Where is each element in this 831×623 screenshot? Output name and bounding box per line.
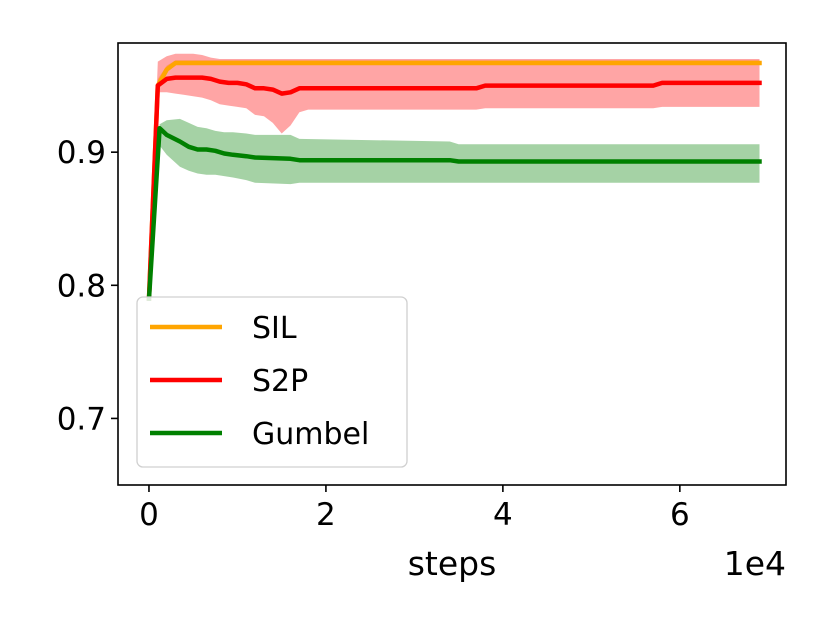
series-line-s2p: [146, 75, 762, 301]
legend-label-s2p: S2P: [252, 364, 308, 399]
x-axis: 0 2 4 6: [139, 485, 690, 533]
series-line-gumbel: [146, 125, 762, 301]
x-tick-label: 4: [493, 497, 513, 533]
legend: SIL S2P Gumbel: [136, 296, 408, 468]
y-tick-label: 0.7: [57, 401, 106, 437]
y-tick-label: 0.9: [57, 135, 106, 171]
y-axis: 0.7 0.8 0.9: [57, 135, 118, 437]
series-lines: [146, 60, 762, 301]
x-tick-label: 2: [316, 497, 336, 533]
legend-label-sil: SIL: [252, 311, 297, 346]
plot-frame: [117, 42, 787, 486]
x-tick-label: 6: [670, 497, 690, 533]
legend-label-gumbel: Gumbel: [252, 417, 369, 452]
y-tick-label: 0.8: [57, 268, 106, 304]
band-gumbel: [149, 118, 760, 299]
series-line-sil: [146, 60, 762, 301]
x-axis-label: steps: [408, 544, 497, 583]
x-axis-offset-label: 1e4: [724, 544, 786, 583]
x-tick-label: 0: [139, 497, 159, 533]
legend-box: [136, 296, 408, 468]
